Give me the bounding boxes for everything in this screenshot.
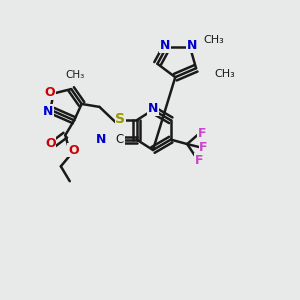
Text: CH₃: CH₃ (214, 69, 235, 79)
Text: N: N (148, 102, 158, 115)
Text: O: O (45, 137, 56, 150)
Text: S: S (115, 112, 125, 126)
Text: F: F (195, 154, 203, 167)
Text: N: N (186, 40, 197, 52)
Text: CH₃: CH₃ (203, 35, 224, 45)
Text: F: F (199, 140, 208, 154)
Text: O: O (44, 86, 55, 99)
Text: N: N (96, 133, 107, 146)
Text: CH₃: CH₃ (65, 70, 84, 80)
Text: O: O (68, 143, 79, 157)
Text: N: N (43, 105, 53, 118)
Text: N: N (160, 40, 170, 52)
Text: F: F (198, 127, 206, 140)
Text: C: C (116, 133, 124, 146)
